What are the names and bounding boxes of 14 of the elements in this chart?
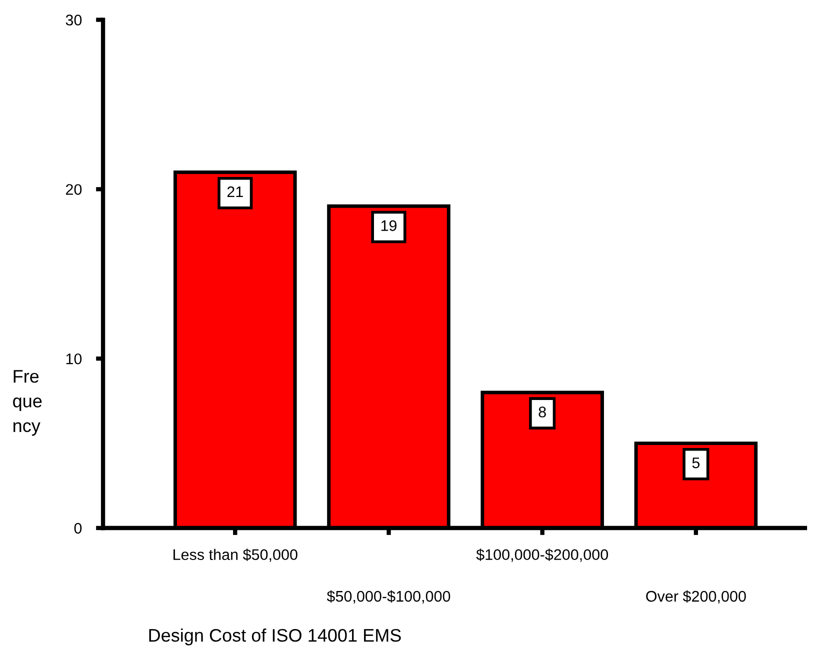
x-tick-label: $100,000-$200,000	[476, 548, 608, 562]
y-tick-label: 0	[74, 522, 82, 534]
x-tick-label: Over $200,000	[646, 590, 746, 604]
data-label: 19	[381, 220, 397, 232]
x-axis-title: Design Cost of ISO 14001 EMS	[149, 628, 401, 646]
y-tick-label: 30	[66, 14, 82, 26]
data-label: 5	[692, 458, 700, 468]
data-label: 8	[538, 406, 546, 418]
x-tick-label: $50,000-$100,000	[326, 590, 450, 604]
data-label: 21	[227, 186, 243, 198]
y-axis-title: Frequency	[13, 370, 42, 436]
y-tick-label: 10	[66, 353, 82, 364]
y-tick-label: 20	[66, 184, 82, 195]
x-tick-label: Less than $50,000	[174, 548, 298, 562]
